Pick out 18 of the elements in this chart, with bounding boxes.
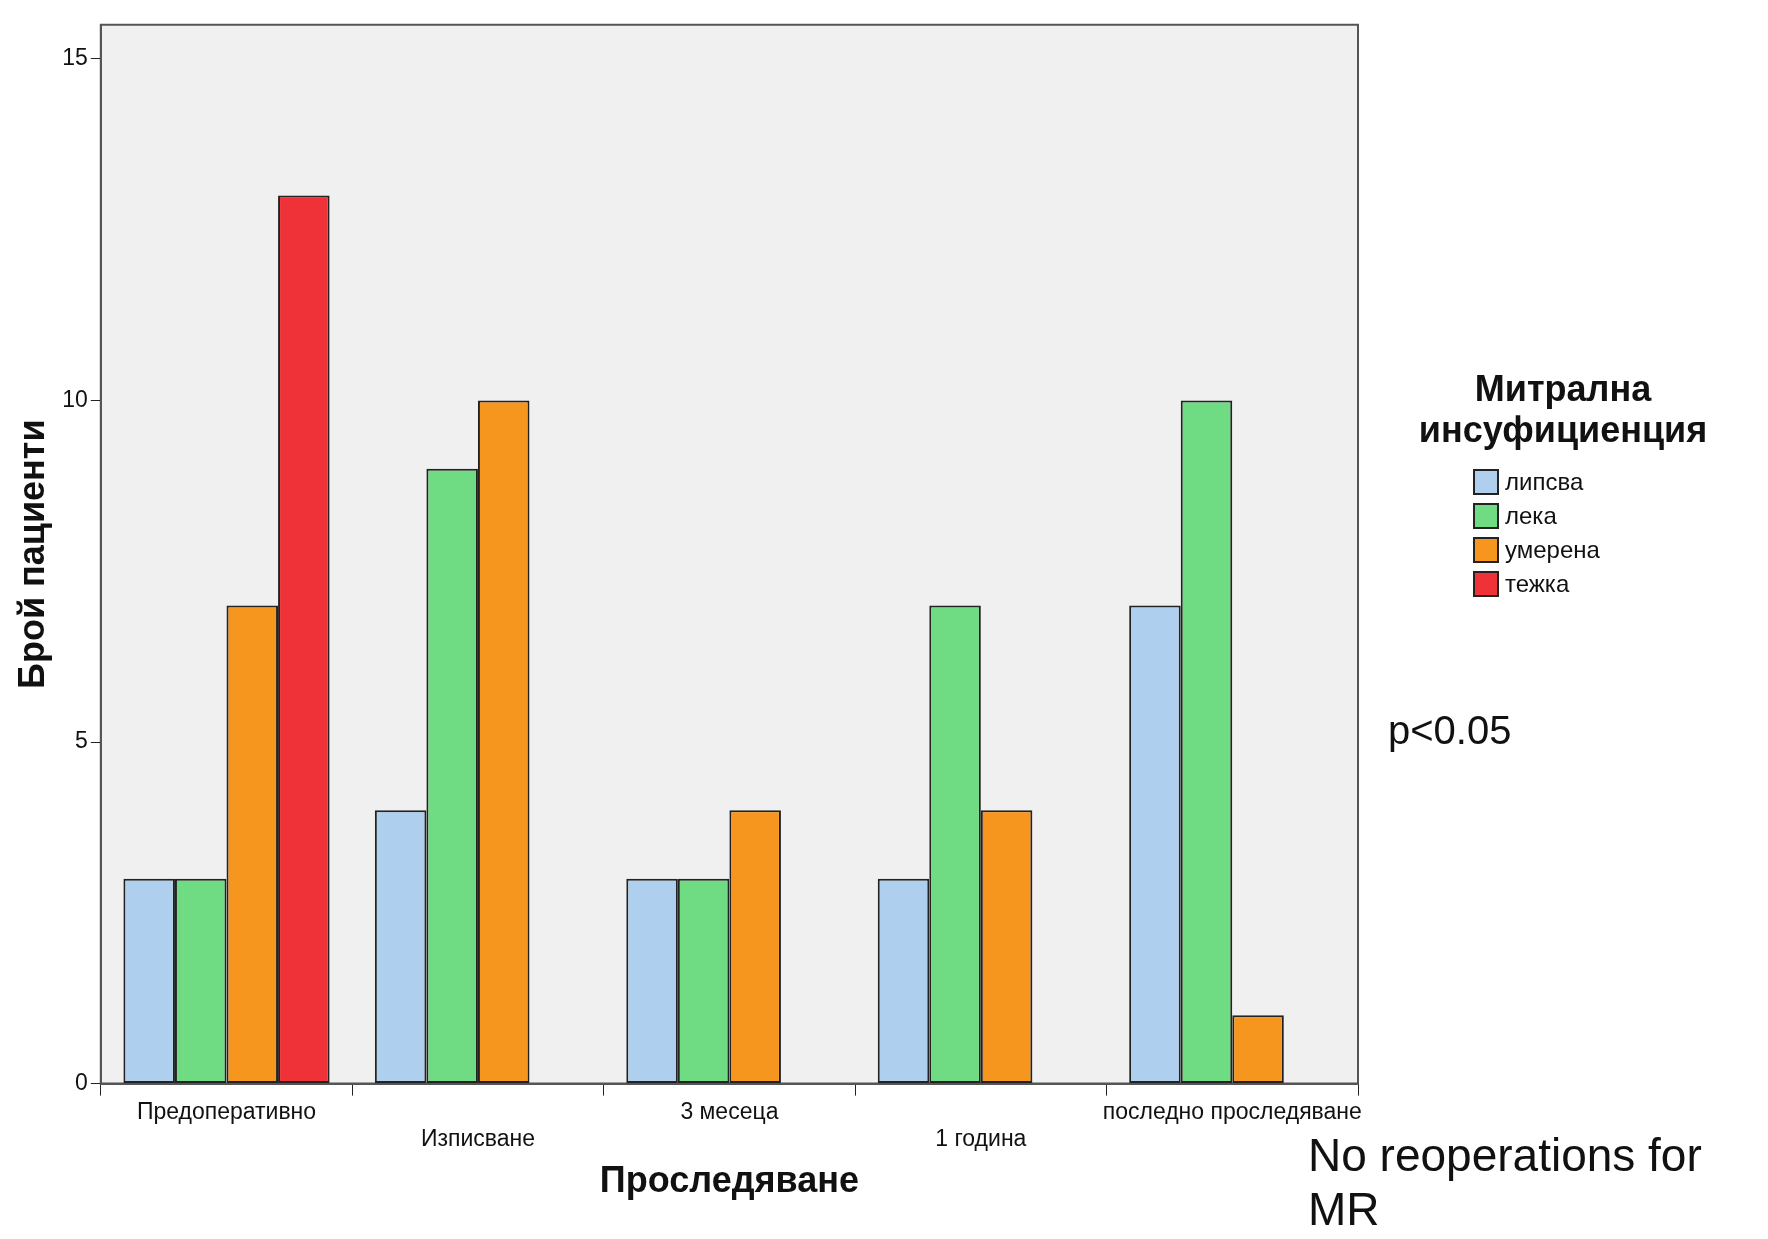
x-tick-label: 1 година xyxy=(935,1125,1027,1152)
x-axis-title: Проследяване xyxy=(599,1159,859,1201)
y-tick-label: 15 xyxy=(62,44,88,71)
legend-title: Митрална инсуфициенция xyxy=(1417,368,1709,451)
x-tick-label: Предоперативно xyxy=(136,1097,317,1124)
y-tick-label: 5 xyxy=(74,727,88,754)
legend-label: тежка xyxy=(1505,569,1570,598)
legend-label: лека xyxy=(1505,501,1557,530)
text: p<0.05 xyxy=(1388,708,1512,753)
x-tick-label: последно проследяване xyxy=(1102,1097,1362,1124)
y-tick-label: 0 xyxy=(74,1068,88,1095)
legend-label: липсва xyxy=(1505,467,1584,496)
y-tick-label: 10 xyxy=(62,385,88,412)
x-tick-label: 3 месеца xyxy=(680,1097,779,1124)
legend-label: умерена xyxy=(1505,535,1600,564)
x-tick-label: Изписване xyxy=(420,1125,536,1152)
y-axis-title: Брой пациенти xyxy=(10,419,52,689)
text: No reoperations for MR xyxy=(1308,1128,1703,1236)
